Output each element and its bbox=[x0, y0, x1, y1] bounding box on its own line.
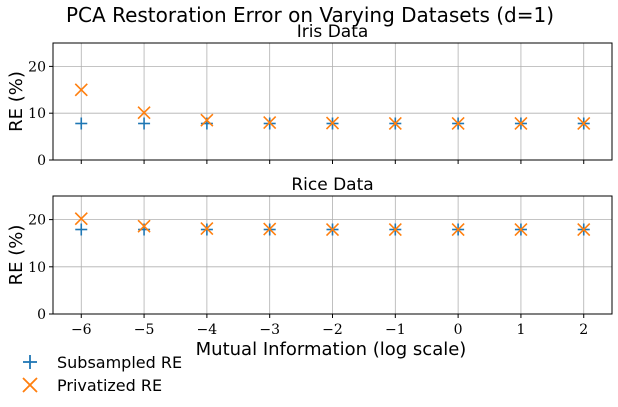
privatized-point bbox=[325, 116, 340, 130]
privatized-point bbox=[577, 116, 591, 131]
y-axis-label: RE (%) bbox=[6, 71, 27, 132]
y-tick-label: 0 bbox=[37, 307, 46, 323]
privatized-point bbox=[137, 219, 151, 233]
x-tick-label: −1 bbox=[385, 322, 406, 338]
privatized-point bbox=[451, 116, 465, 131]
figure-suptitle: PCA Restoration Error on Varying Dataset… bbox=[66, 3, 554, 27]
privatized-point bbox=[325, 222, 340, 237]
x-tick-label: −2 bbox=[322, 322, 343, 338]
x-tick-label: 2 bbox=[579, 322, 588, 338]
x-tick-label: −4 bbox=[197, 322, 218, 338]
privatized-point bbox=[74, 212, 88, 226]
x-tick-label: 0 bbox=[454, 322, 463, 338]
subplot-title: Iris Data bbox=[297, 22, 369, 42]
privatized-point bbox=[263, 115, 277, 130]
privatized-point bbox=[514, 116, 528, 131]
privatized-point bbox=[263, 222, 277, 236]
privatized-point bbox=[514, 222, 528, 237]
x-tick-label: −5 bbox=[134, 322, 155, 338]
y-tick-label: 0 bbox=[37, 153, 46, 169]
legend-plus-marker bbox=[23, 355, 37, 369]
legend: Subsampled RE Privatized RE bbox=[22, 353, 182, 395]
y-tick-label: 20 bbox=[28, 59, 46, 75]
privatized-point bbox=[388, 222, 402, 237]
privatized-point bbox=[388, 116, 402, 131]
privatized-point bbox=[200, 222, 214, 236]
privatized-point bbox=[200, 113, 214, 127]
x-tick-label: −3 bbox=[259, 322, 280, 338]
subplot-title: Rice Data bbox=[291, 175, 373, 195]
y-tick-label: 10 bbox=[28, 106, 46, 122]
y-axis-label: RE (%) bbox=[6, 225, 27, 286]
subsampled-point bbox=[75, 223, 88, 236]
legend-label: Subsampled RE bbox=[57, 353, 182, 372]
x-axis-label: Mutual Information (log scale) bbox=[196, 339, 467, 360]
y-tick-label: 10 bbox=[28, 260, 46, 276]
privatized-point bbox=[451, 222, 465, 237]
privatized-point bbox=[74, 83, 88, 97]
subsampled-point bbox=[75, 117, 88, 130]
x-tick-label: 1 bbox=[516, 322, 525, 338]
legend-label: Privatized RE bbox=[57, 376, 162, 395]
privatized-point bbox=[137, 106, 151, 120]
legend-x-marker bbox=[22, 377, 38, 393]
rice-chart-panel: Rice Data 0 10 20 −6 −5 −4 −3 −2 −1 0 1 2 RE (%) bbox=[6, 175, 613, 338]
y-tick-label: 20 bbox=[28, 213, 46, 229]
x-tick-label: −6 bbox=[71, 322, 92, 338]
privatized-point bbox=[577, 222, 591, 237]
subsampled-point bbox=[138, 117, 151, 130]
